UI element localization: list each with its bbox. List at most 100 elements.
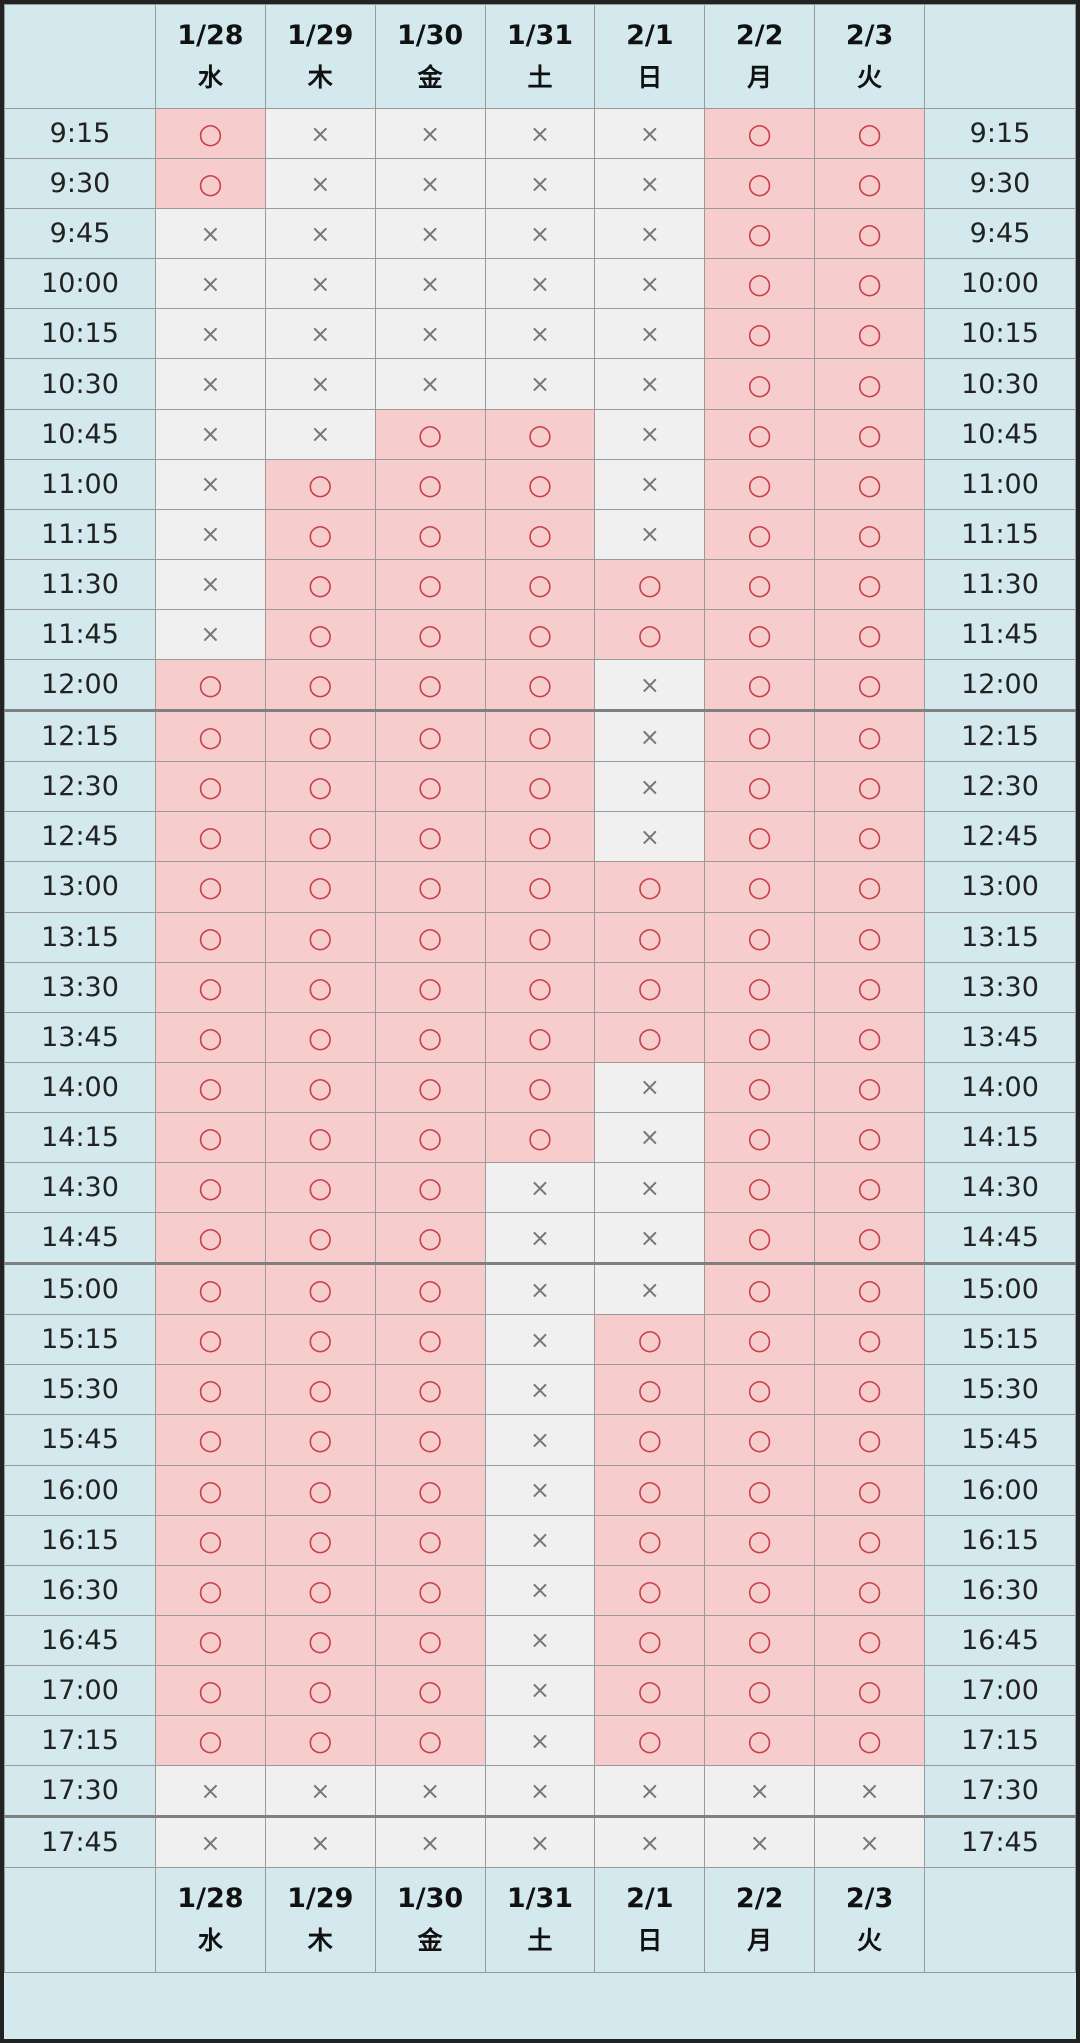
available-slot[interactable]: ○	[155, 1664, 266, 1717]
available-slot[interactable]: ○	[264, 1061, 376, 1113]
available-slot[interactable]: ○	[814, 608, 925, 661]
available-slot[interactable]: ○	[374, 608, 486, 661]
available-slot[interactable]: ○	[814, 1564, 925, 1616]
available-slot[interactable]: ○	[264, 710, 376, 763]
available-slot[interactable]: ○	[264, 1011, 376, 1063]
available-slot[interactable]: ○	[374, 1314, 486, 1366]
available-slot[interactable]: ○	[814, 1664, 925, 1717]
available-slot[interactable]: ○	[264, 1161, 376, 1214]
available-slot[interactable]: ○	[704, 408, 816, 460]
available-slot[interactable]: ○	[155, 659, 266, 713]
available-slot[interactable]: ○	[264, 608, 376, 661]
available-slot[interactable]: ○	[704, 458, 816, 510]
available-slot[interactable]: ○	[704, 358, 816, 410]
available-slot[interactable]: ○	[374, 961, 486, 1013]
available-slot[interactable]: ○	[264, 911, 376, 963]
available-slot[interactable]: ○	[594, 1714, 706, 1767]
available-slot[interactable]: ○	[704, 258, 816, 310]
available-slot[interactable]: ○	[594, 1564, 706, 1616]
available-slot[interactable]: ○	[374, 1564, 486, 1616]
available-slot[interactable]: ○	[594, 961, 706, 1013]
available-slot[interactable]: ○	[594, 558, 706, 610]
available-slot[interactable]: ○	[155, 861, 266, 913]
available-slot[interactable]: ○	[814, 861, 925, 913]
available-slot[interactable]: ○	[814, 1212, 925, 1266]
available-slot[interactable]: ○	[374, 911, 486, 963]
available-slot[interactable]: ○	[704, 1564, 816, 1616]
available-slot[interactable]: ○	[814, 358, 925, 410]
available-slot[interactable]: ○	[155, 158, 266, 210]
available-slot[interactable]: ○	[814, 208, 925, 260]
available-slot[interactable]: ○	[484, 710, 596, 763]
available-slot[interactable]: ○	[594, 911, 706, 963]
available-slot[interactable]: ○	[264, 1464, 376, 1516]
available-slot[interactable]: ○	[704, 1263, 816, 1316]
available-slot[interactable]: ○	[814, 308, 925, 360]
available-slot[interactable]: ○	[814, 1011, 925, 1063]
available-slot[interactable]: ○	[704, 1414, 816, 1466]
available-slot[interactable]: ○	[814, 408, 925, 460]
available-slot[interactable]: ○	[704, 608, 816, 661]
available-slot[interactable]: ○	[814, 258, 925, 310]
available-slot[interactable]: ○	[264, 1564, 376, 1616]
available-slot[interactable]: ○	[264, 1314, 376, 1366]
available-slot[interactable]: ○	[814, 1464, 925, 1516]
available-slot[interactable]: ○	[374, 811, 486, 863]
available-slot[interactable]: ○	[374, 1061, 486, 1113]
available-slot[interactable]: ○	[814, 1061, 925, 1113]
available-slot[interactable]: ○	[704, 1364, 816, 1416]
available-slot[interactable]: ○	[484, 659, 596, 713]
available-slot[interactable]: ○	[155, 1714, 266, 1767]
available-slot[interactable]: ○	[814, 508, 925, 560]
available-slot[interactable]: ○	[704, 107, 816, 160]
available-slot[interactable]: ○	[814, 1614, 925, 1666]
available-slot[interactable]: ○	[374, 1364, 486, 1416]
available-slot[interactable]: ○	[484, 761, 596, 813]
available-slot[interactable]: ○	[264, 1364, 376, 1416]
available-slot[interactable]: ○	[155, 1614, 266, 1666]
available-slot[interactable]: ○	[155, 811, 266, 863]
available-slot[interactable]: ○	[704, 1314, 816, 1366]
available-slot[interactable]: ○	[374, 1514, 486, 1566]
available-slot[interactable]: ○	[155, 1111, 266, 1163]
available-slot[interactable]: ○	[484, 811, 596, 863]
available-slot[interactable]: ○	[484, 1111, 596, 1163]
available-slot[interactable]: ○	[374, 1714, 486, 1767]
available-slot[interactable]: ○	[704, 710, 816, 763]
available-slot[interactable]: ○	[155, 911, 266, 963]
available-slot[interactable]: ○	[594, 1414, 706, 1466]
available-slot[interactable]: ○	[814, 761, 925, 813]
available-slot[interactable]: ○	[264, 1263, 376, 1316]
available-slot[interactable]: ○	[155, 1464, 266, 1516]
available-slot[interactable]: ○	[484, 911, 596, 963]
available-slot[interactable]: ○	[374, 1263, 486, 1316]
available-slot[interactable]: ○	[704, 158, 816, 210]
available-slot[interactable]: ○	[374, 458, 486, 510]
available-slot[interactable]: ○	[264, 659, 376, 713]
available-slot[interactable]: ○	[374, 1464, 486, 1516]
available-slot[interactable]: ○	[264, 1514, 376, 1566]
available-slot[interactable]: ○	[264, 1714, 376, 1767]
available-slot[interactable]: ○	[484, 408, 596, 460]
available-slot[interactable]: ○	[155, 1364, 266, 1416]
available-slot[interactable]: ○	[704, 1161, 816, 1214]
available-slot[interactable]: ○	[374, 1664, 486, 1717]
available-slot[interactable]: ○	[594, 1464, 706, 1516]
available-slot[interactable]: ○	[594, 608, 706, 661]
available-slot[interactable]: ○	[264, 1414, 376, 1466]
available-slot[interactable]: ○	[814, 1514, 925, 1566]
available-slot[interactable]: ○	[155, 1263, 266, 1316]
available-slot[interactable]: ○	[814, 659, 925, 713]
available-slot[interactable]: ○	[484, 861, 596, 913]
available-slot[interactable]: ○	[814, 1414, 925, 1466]
available-slot[interactable]: ○	[594, 1314, 706, 1366]
available-slot[interactable]: ○	[814, 1161, 925, 1214]
available-slot[interactable]: ○	[594, 1514, 706, 1566]
available-slot[interactable]: ○	[704, 659, 816, 713]
available-slot[interactable]: ○	[594, 1011, 706, 1063]
available-slot[interactable]: ○	[594, 1364, 706, 1416]
available-slot[interactable]: ○	[374, 508, 486, 560]
available-slot[interactable]: ○	[704, 1061, 816, 1113]
available-slot[interactable]: ○	[594, 1614, 706, 1666]
available-slot[interactable]: ○	[814, 558, 925, 610]
